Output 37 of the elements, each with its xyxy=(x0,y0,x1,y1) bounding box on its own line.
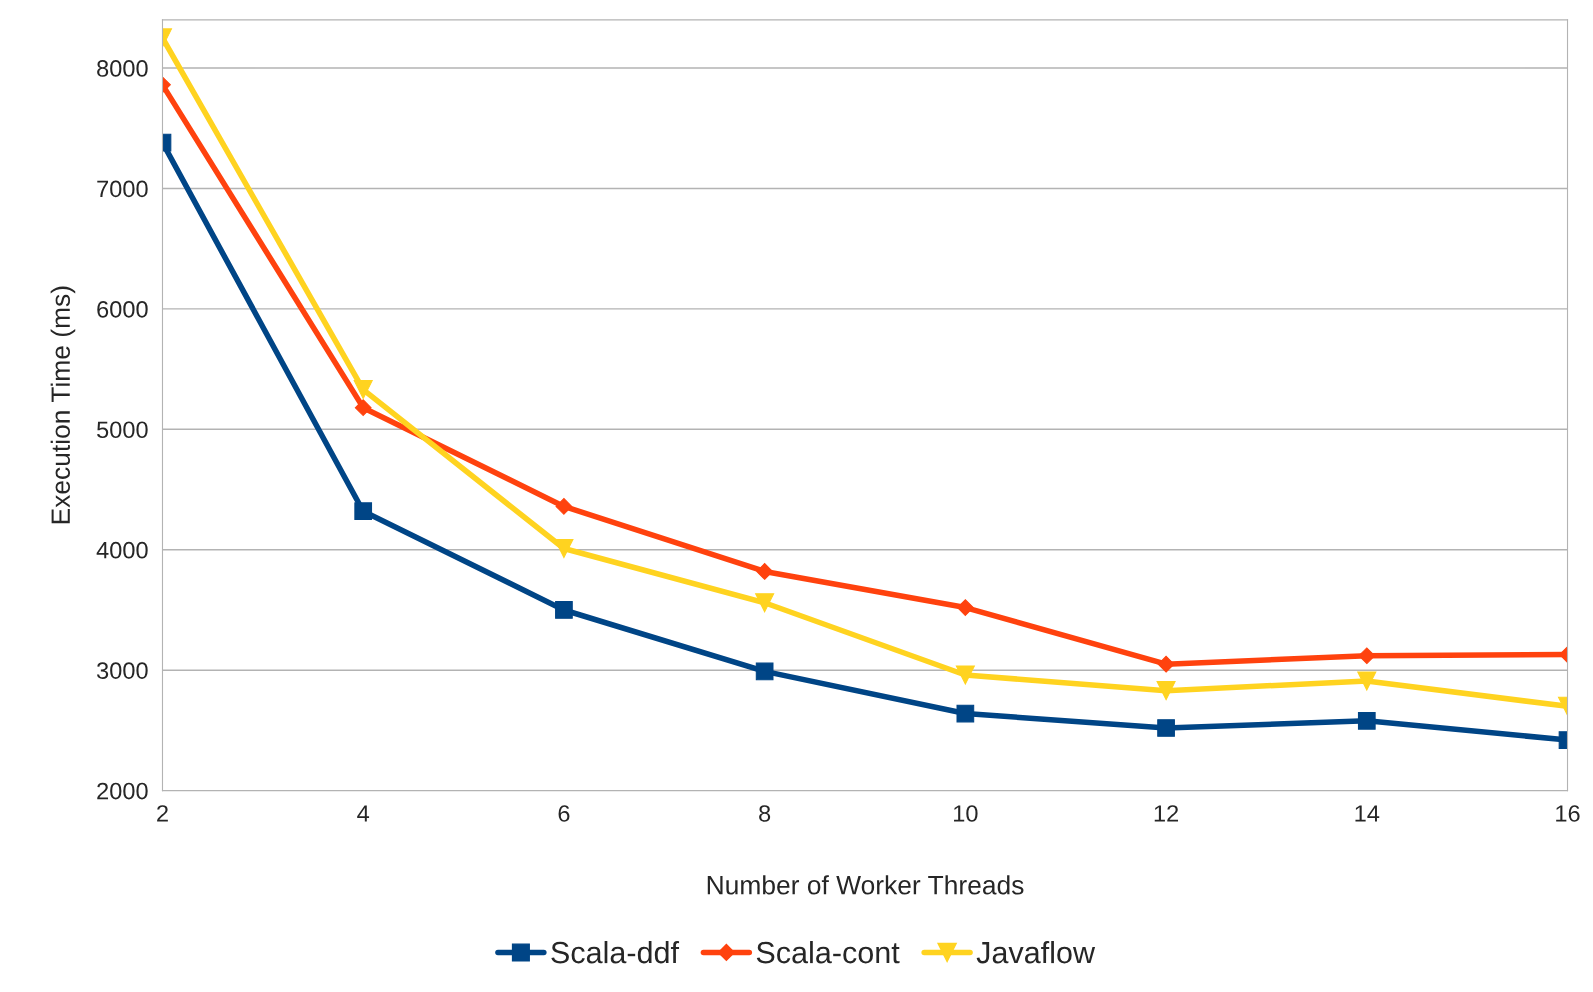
x-tick-label: 4 xyxy=(357,805,370,822)
y-tick-label: 3000 xyxy=(96,662,148,679)
legend-label: Scala-cont xyxy=(756,940,900,964)
x-tick-label: 2 xyxy=(157,805,168,822)
point xyxy=(555,601,573,619)
y-tick-label: 7000 xyxy=(97,180,148,198)
x-axis-title: Number of Worker Threads xyxy=(707,875,1024,895)
legend-label: Javaflow xyxy=(976,940,1096,964)
y-axis-title: Execution Time (ms) xyxy=(50,286,76,524)
point xyxy=(1156,681,1176,701)
x-tick-label: 16 xyxy=(1556,805,1580,822)
x-tick-label: 6 xyxy=(558,805,570,822)
point xyxy=(354,399,372,417)
legend-label: Scala-ddf xyxy=(551,940,680,964)
y-tick-label: 8000 xyxy=(97,60,148,77)
y-tick-label: 6000 xyxy=(97,300,148,318)
point xyxy=(956,599,974,616)
x-tick-label: 12 xyxy=(1154,805,1179,822)
x-tick-label: 14 xyxy=(1355,805,1380,822)
point xyxy=(956,704,975,723)
y-tick-label: 4000 xyxy=(96,541,148,559)
point xyxy=(755,593,775,613)
point xyxy=(1357,711,1376,730)
point xyxy=(955,665,975,685)
point xyxy=(353,380,373,400)
point xyxy=(1357,671,1377,691)
point xyxy=(354,502,373,521)
x-tick-label: 8 xyxy=(759,805,771,822)
point xyxy=(756,563,774,580)
x-tick-label: 10 xyxy=(954,805,978,822)
point xyxy=(555,498,573,515)
point xyxy=(755,662,774,681)
point xyxy=(1157,655,1175,673)
point xyxy=(554,539,574,559)
y-tick-label: 2000 xyxy=(97,782,148,800)
y-tick-label: 5000 xyxy=(97,421,148,439)
point xyxy=(1157,719,1175,737)
